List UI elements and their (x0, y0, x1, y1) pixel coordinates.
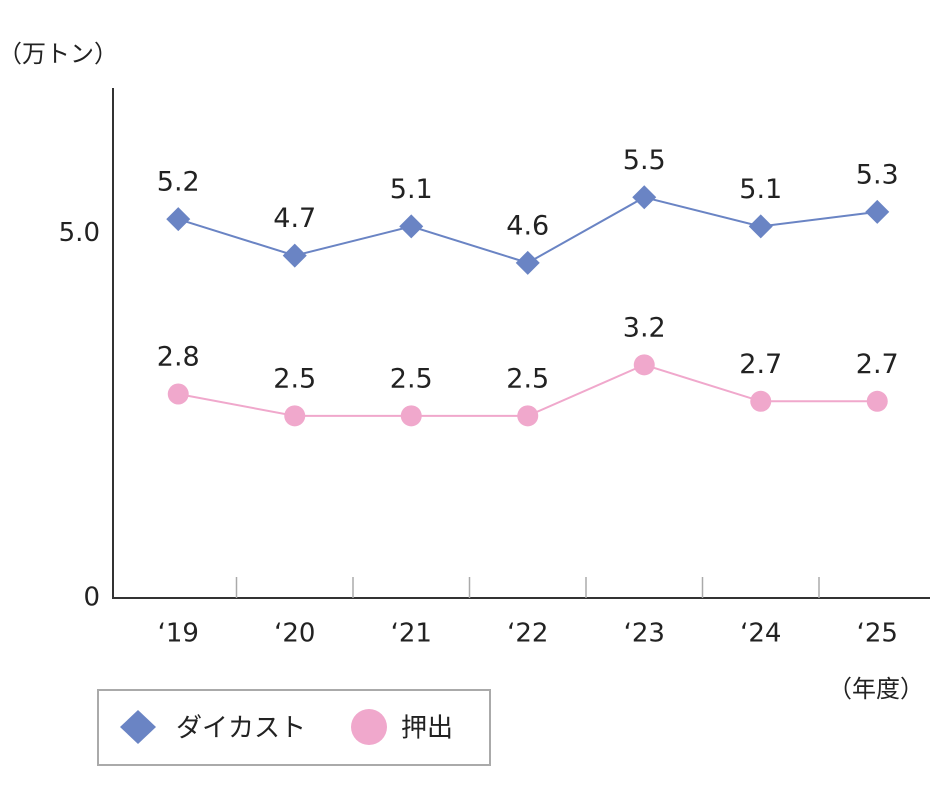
y-tick-label: 0 (83, 583, 100, 613)
x-tick-label: ‘20 (274, 619, 315, 649)
marker (400, 405, 422, 427)
value-label: 2.5 (390, 363, 433, 394)
marker (750, 390, 772, 412)
x-tick-label: ‘21 (391, 619, 432, 649)
value-label: 2.8 (157, 342, 200, 373)
marker (866, 390, 888, 412)
x-unit: （年度） (828, 675, 924, 703)
marker (399, 214, 424, 239)
legend-label: 押出 (401, 714, 453, 744)
marker (748, 214, 773, 239)
value-label: 2.7 (739, 349, 782, 380)
marker (515, 250, 540, 275)
value-label: 2.5 (506, 363, 549, 394)
marker (633, 354, 655, 376)
marker (282, 243, 307, 268)
value-label: 4.6 (506, 210, 549, 241)
marker (166, 207, 191, 232)
marker (632, 185, 657, 210)
y-unit: （万トン） (0, 40, 118, 68)
y-tick-label: 5.0 (59, 218, 100, 248)
value-label: 5.3 (856, 159, 899, 190)
legend-box (97, 689, 491, 766)
value-label: 5.5 (623, 145, 666, 176)
value-label: 5.2 (157, 167, 200, 198)
value-label: 3.2 (623, 312, 666, 343)
marker (120, 710, 156, 744)
value-label: 5.1 (739, 174, 782, 205)
marker (284, 405, 306, 427)
marker (517, 405, 539, 427)
x-tick-label: ‘24 (740, 619, 781, 649)
marker (351, 709, 387, 745)
x-tick-label: ‘22 (507, 619, 548, 649)
marker (865, 199, 890, 224)
x-tick-label: ‘23 (624, 619, 665, 649)
marker (167, 383, 189, 405)
value-label: 5.1 (390, 174, 433, 205)
value-label: 2.7 (856, 349, 899, 380)
value-label: 4.7 (273, 203, 316, 234)
legend-label: ダイカスト (176, 714, 306, 744)
x-tick-label: ‘25 (857, 619, 898, 649)
x-tick-label: ‘19 (158, 619, 199, 649)
value-label: 2.5 (273, 363, 316, 394)
